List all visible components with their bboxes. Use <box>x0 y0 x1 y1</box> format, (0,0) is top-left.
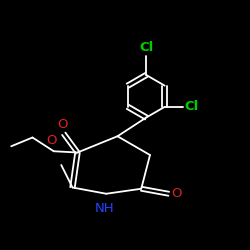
Text: O: O <box>172 187 182 200</box>
Text: NH: NH <box>95 202 115 215</box>
Text: O: O <box>57 118 68 131</box>
Text: Cl: Cl <box>184 100 198 114</box>
Text: O: O <box>46 134 56 147</box>
Text: Cl: Cl <box>139 41 154 54</box>
